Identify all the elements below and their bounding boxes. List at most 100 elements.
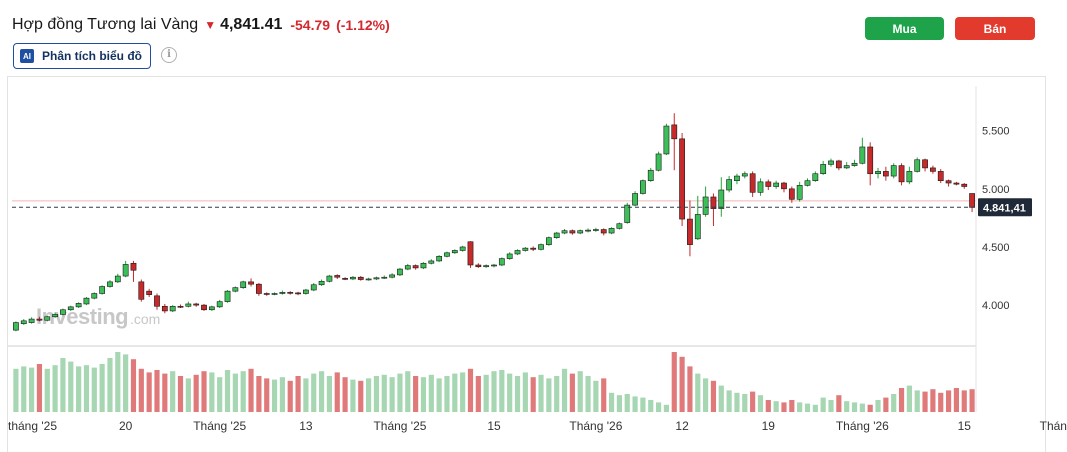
chart-area[interactable] — [7, 76, 1046, 452]
price-axis: 5.500 5.000 4.500 4.000 — [982, 126, 1010, 312]
volume-bar — [52, 365, 58, 412]
volume-bar — [820, 397, 826, 412]
candle-body — [428, 260, 435, 264]
candle-body — [75, 303, 82, 308]
volume-bar — [726, 390, 732, 412]
candles — [13, 113, 975, 332]
buy-button[interactable]: Mua — [865, 17, 944, 40]
candle-body — [326, 275, 333, 282]
candle-body — [632, 193, 638, 206]
volume-bar — [781, 402, 787, 412]
candle-body — [13, 322, 19, 331]
candle-body — [130, 262, 137, 271]
candle-body — [224, 290, 231, 302]
volume-bar — [804, 403, 811, 412]
sell-button[interactable]: Bán — [955, 17, 1035, 40]
chart-analysis-button[interactable]: AI Phân tích biểu đồ — [13, 43, 152, 69]
time-tick-label: Tháng '26 — [1040, 419, 1067, 433]
candle-body — [177, 305, 184, 308]
candle-body — [154, 295, 160, 307]
price-tick-label: 4.000 — [982, 300, 1010, 312]
volume-bar — [945, 390, 952, 412]
volume-bar — [76, 366, 82, 412]
price-tick-label: 5.500 — [982, 126, 1010, 138]
candle-body — [506, 253, 513, 259]
candle-body — [83, 297, 90, 305]
volume-bar — [334, 372, 340, 412]
last-price-label-bg — [978, 198, 1032, 217]
volume-bar — [836, 395, 842, 412]
volume-bar — [452, 373, 458, 412]
volume-bar — [123, 354, 129, 412]
volume-bar — [655, 402, 662, 412]
time-tick-label: 13 — [299, 419, 313, 433]
volume-bar — [640, 397, 646, 412]
volume-bar — [969, 389, 975, 412]
candle-body — [859, 146, 866, 164]
time-tick-label: Tháng '26 — [836, 419, 889, 433]
volume-bar — [703, 378, 709, 412]
volume-bar — [867, 404, 873, 412]
volume-bar — [773, 401, 779, 412]
volume-bar — [217, 377, 223, 412]
candle-body — [107, 281, 113, 287]
candle-body — [138, 281, 145, 300]
volume-bar — [891, 394, 897, 412]
volume-bar — [844, 401, 850, 412]
volume-bar — [303, 378, 309, 412]
candle-body — [875, 171, 881, 175]
candle-body — [334, 275, 341, 278]
candle-body — [788, 188, 795, 200]
candle-body — [303, 289, 309, 294]
candle-body — [663, 125, 670, 155]
volume-bars — [13, 352, 975, 412]
volume-bar — [710, 380, 717, 412]
volume-bar — [585, 376, 591, 412]
candle-body — [255, 283, 262, 294]
volume-bar — [295, 376, 301, 412]
volume-bar — [797, 402, 803, 412]
volume-bar — [13, 368, 19, 412]
instrument-header: Hợp đồng Tương lai Vàng ▼ 4,841.41 -54.7… — [12, 14, 390, 36]
candle-body — [851, 162, 858, 166]
volume-bar — [381, 374, 387, 412]
last-price-marker: 4.841,41 — [12, 198, 1032, 217]
time-tick-label: tháng '25 — [8, 419, 57, 433]
price-tick-label: 4.500 — [982, 242, 1010, 254]
volume-bar — [922, 391, 928, 412]
candle-body — [263, 293, 270, 295]
candle-body — [36, 318, 43, 321]
volume-bar — [875, 400, 881, 412]
investing-watermark: Investing .com — [36, 304, 160, 329]
candle-body — [287, 292, 294, 294]
candle-body — [882, 171, 889, 177]
volume-bar — [146, 372, 152, 412]
candle-body — [185, 303, 192, 307]
candle-body — [451, 250, 458, 254]
candle-body — [804, 180, 811, 186]
volume-bar — [930, 389, 936, 412]
volume-bar — [91, 367, 97, 412]
candle-body — [475, 264, 482, 268]
volume-bar — [851, 402, 858, 412]
volume-bar — [632, 396, 638, 412]
candle-body — [248, 281, 254, 285]
volume-bar — [21, 366, 27, 412]
volume-bar — [342, 377, 348, 412]
volume-bar — [883, 397, 889, 412]
candle-body — [600, 229, 607, 234]
candle-body — [592, 229, 599, 231]
candle-body — [389, 274, 396, 278]
volume-bar — [514, 376, 521, 412]
volume-bar — [248, 368, 254, 412]
candle-body — [828, 160, 834, 165]
volume-bar — [413, 376, 419, 412]
candle-body — [357, 276, 364, 280]
candle-body — [749, 173, 756, 193]
volume-bar — [240, 371, 246, 412]
candle-body — [459, 246, 466, 251]
candle-body — [906, 171, 913, 183]
info-icon[interactable]: i — [161, 47, 177, 63]
volume-bar — [914, 390, 920, 412]
